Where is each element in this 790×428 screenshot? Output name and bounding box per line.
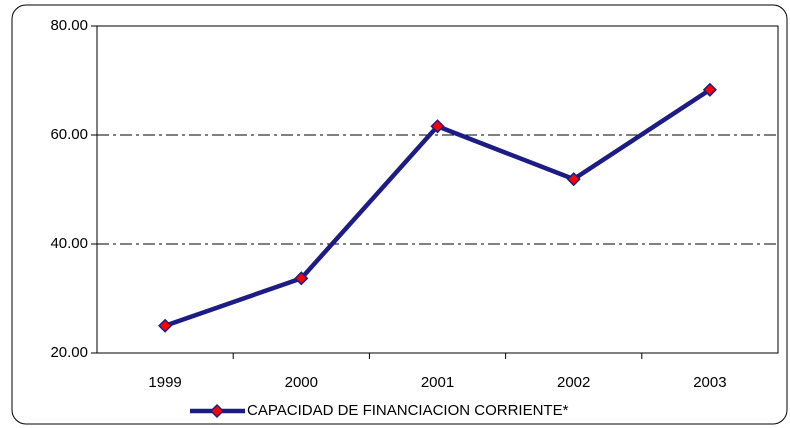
- y-tick-label: 60.00: [50, 126, 88, 143]
- x-tick-label: 2000: [285, 374, 318, 391]
- marker: [702, 82, 717, 97]
- marker: [209, 403, 225, 419]
- plot-border: [96, 25, 779, 354]
- marker: [294, 271, 309, 286]
- plot-area: [97, 26, 778, 353]
- y-tick-label: 40.00: [50, 235, 88, 252]
- y-tick-label: 20.00: [50, 344, 88, 361]
- legend-label: CAPACIDAD DE FINANCIACION CORRIENTE*: [247, 402, 569, 419]
- marker: [430, 119, 445, 134]
- x-tick-label: 2001: [421, 374, 454, 391]
- x-tick-label: 1999: [148, 374, 181, 391]
- x-tick-label: 2003: [693, 374, 726, 391]
- marker: [566, 172, 581, 187]
- marker: [158, 318, 173, 333]
- x-tick-label: 2002: [557, 374, 590, 391]
- y-tick-label: 80.00: [50, 17, 88, 34]
